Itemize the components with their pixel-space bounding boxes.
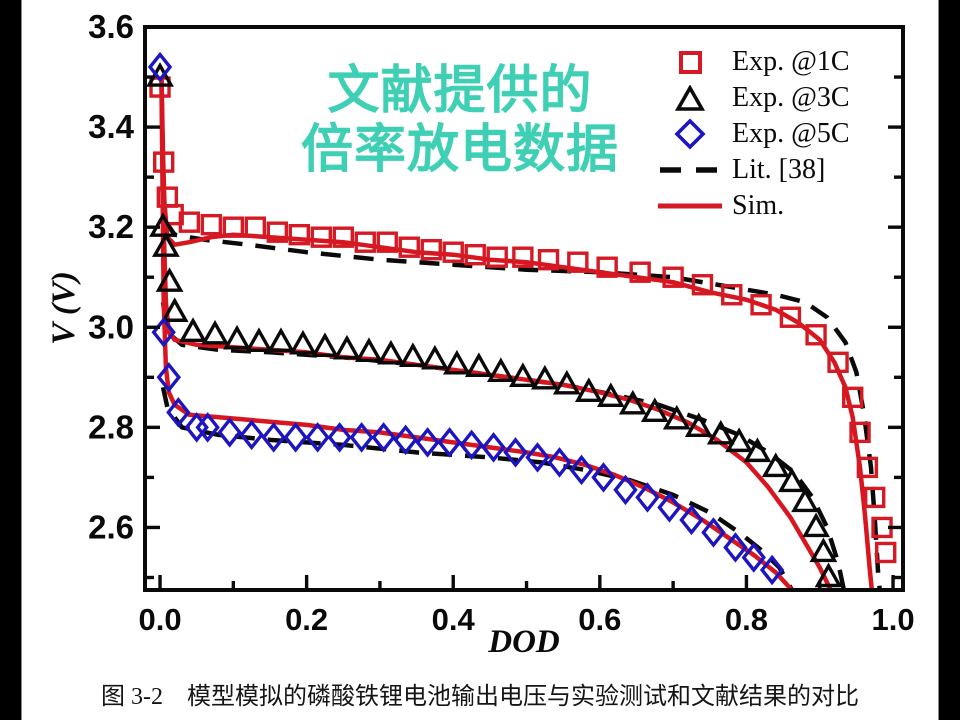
voltage-dod-chart: 0.0 0.2 0.4 0.6 0.8 1.0 2.6 2.8 3.0 3.2 3.4 3.6 DOD V… xyxy=(46,8,915,660)
legend-label: Exp. @1C xyxy=(732,46,850,77)
svg-text:3.2: 3.2 xyxy=(88,208,134,245)
legend-label: Exp. @3C xyxy=(732,82,850,113)
dashed-line-icon xyxy=(648,167,732,173)
svg-text:3.0: 3.0 xyxy=(88,308,134,345)
svg-text:0.2: 0.2 xyxy=(285,602,328,637)
legend-item-exp-1c: Exp. @1C xyxy=(648,44,850,80)
svg-text:2.6: 2.6 xyxy=(88,508,134,545)
legend-item-lit: Lit. [38] xyxy=(648,152,850,188)
svg-text:V (V): V (V) xyxy=(46,271,82,345)
svg-text:0.8: 0.8 xyxy=(725,602,768,637)
figure-caption: 图 3-2 模型模拟的磷酸铁锂电池输出电压与实验测试和文献结果的对比 xyxy=(101,684,859,710)
legend-item-exp-3c: Exp. @3C xyxy=(648,80,850,116)
square-marker-icon xyxy=(648,49,732,76)
triangle-marker-icon xyxy=(648,84,732,112)
chart-legend: Exp. @1C Exp. @3C Exp. @5C Lit. [38] Sim… xyxy=(648,44,850,224)
legend-label: Exp. @5C xyxy=(732,118,850,149)
svg-text:DOD: DOD xyxy=(487,624,560,660)
svg-text:3.6: 3.6 xyxy=(88,8,134,45)
overlay-annotation: 文献提供的 倍率放电数据 xyxy=(225,62,695,180)
svg-text:0.4: 0.4 xyxy=(432,602,476,637)
overlay-annotation-line1: 文献提供的 xyxy=(327,61,593,121)
diamond-marker-icon xyxy=(648,118,732,150)
svg-text:0.0: 0.0 xyxy=(138,602,181,637)
right-black-bar xyxy=(938,0,960,720)
svg-text:1.0: 1.0 xyxy=(871,602,914,637)
solid-line-icon xyxy=(648,203,732,209)
svg-text:0.6: 0.6 xyxy=(578,602,621,637)
legend-label: Lit. [38] xyxy=(732,154,826,185)
legend-item-sim: Sim. xyxy=(648,188,850,224)
overlay-annotation-line2: 倍率放电数据 xyxy=(300,120,619,180)
svg-text:2.8: 2.8 xyxy=(88,408,134,445)
legend-item-exp-5c: Exp. @5C xyxy=(648,116,850,152)
legend-label: Sim. xyxy=(732,190,785,221)
svg-text:3.4: 3.4 xyxy=(88,108,135,145)
left-black-bar xyxy=(0,0,22,720)
